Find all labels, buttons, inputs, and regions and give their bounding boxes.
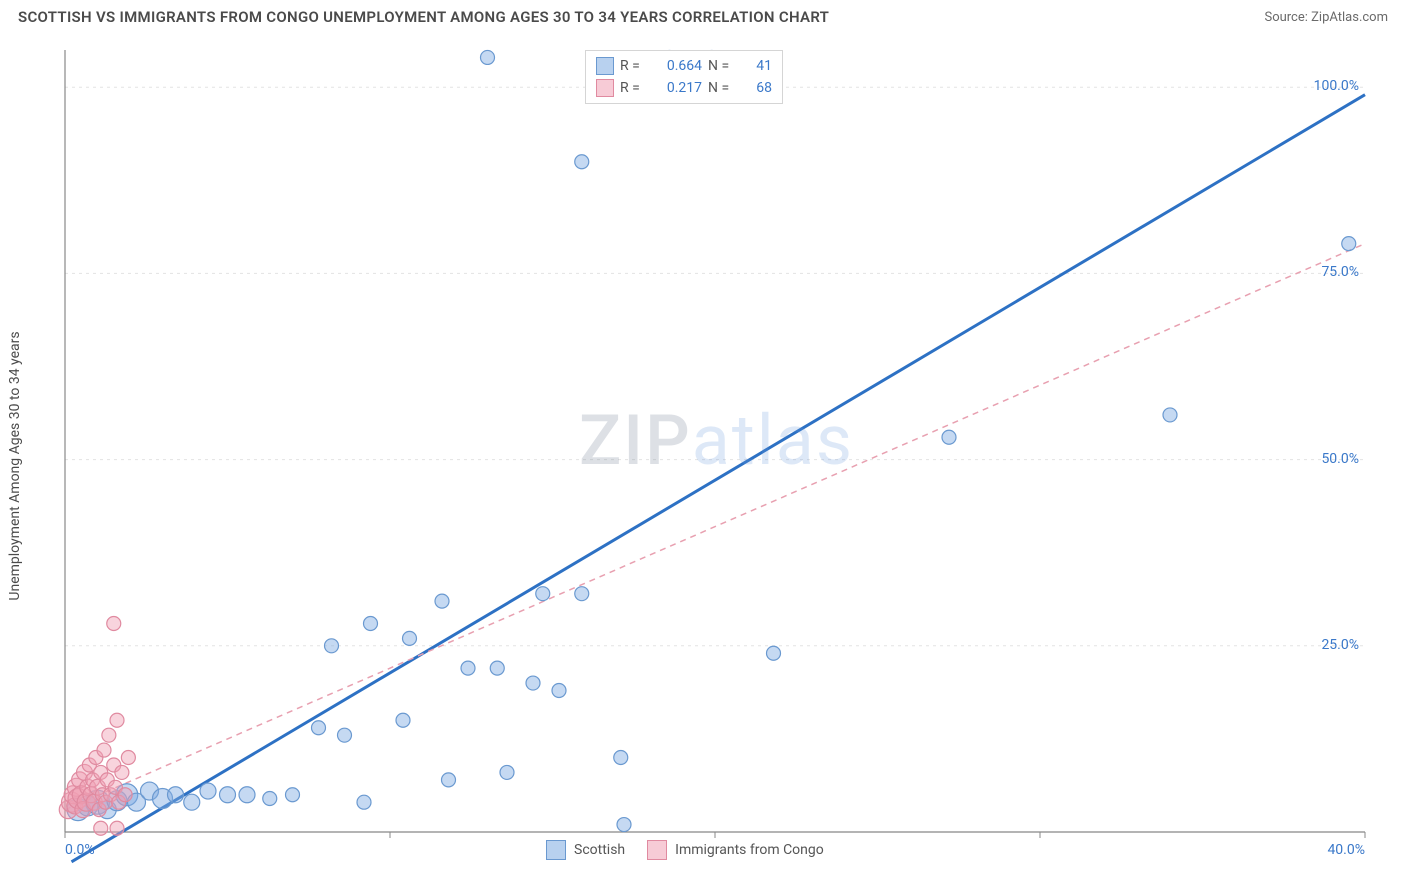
r-value: 0.664: [650, 58, 702, 74]
legend-label: Immigrants from Congo: [675, 842, 824, 858]
n-label: N =: [708, 80, 732, 96]
r-label: R =: [620, 58, 644, 74]
axis-tick-label: 40.0%: [1327, 842, 1365, 858]
n-label: N =: [708, 58, 732, 74]
n-value: 68: [738, 80, 772, 96]
legend-row: R = 0.664 N = 41: [596, 55, 772, 77]
chart-title: SCOTTISH VS IMMIGRANTS FROM CONGO UNEMPL…: [18, 8, 829, 26]
axis-tick-label: 25.0%: [1321, 637, 1359, 653]
y-axis-label: Unemployment Among Ages 30 to 34 years: [7, 331, 23, 600]
axis-tick-label: 75.0%: [1321, 264, 1359, 280]
legend-row: R = 0.217 N = 68: [596, 77, 772, 99]
axis-tick-label: 100.0%: [1314, 78, 1359, 94]
scatter-chart: [45, 42, 1388, 874]
legend-swatch: [647, 840, 667, 860]
legend-swatch: [546, 840, 566, 860]
legend-label: Scottish: [574, 842, 625, 858]
axis-tick-label: 0.0%: [65, 842, 95, 858]
legend-item: Scottish: [546, 840, 625, 860]
series-legend: Scottish Immigrants from Congo: [546, 840, 824, 860]
header-bar: SCOTTISH VS IMMIGRANTS FROM CONGO UNEMPL…: [0, 0, 1406, 30]
correlation-legend: R = 0.664 N = 41 R = 0.217 N = 68: [585, 50, 783, 104]
legend-swatch: [596, 79, 614, 97]
legend-item: Immigrants from Congo: [647, 840, 824, 860]
r-value: 0.217: [650, 80, 702, 96]
r-label: R =: [620, 80, 644, 96]
legend-swatch: [596, 57, 614, 75]
n-value: 41: [738, 58, 772, 74]
chart-area: Unemployment Among Ages 30 to 34 years Z…: [45, 42, 1388, 874]
axis-tick-label: 50.0%: [1321, 451, 1359, 467]
source-attribution: Source: ZipAtlas.com: [1264, 10, 1388, 25]
